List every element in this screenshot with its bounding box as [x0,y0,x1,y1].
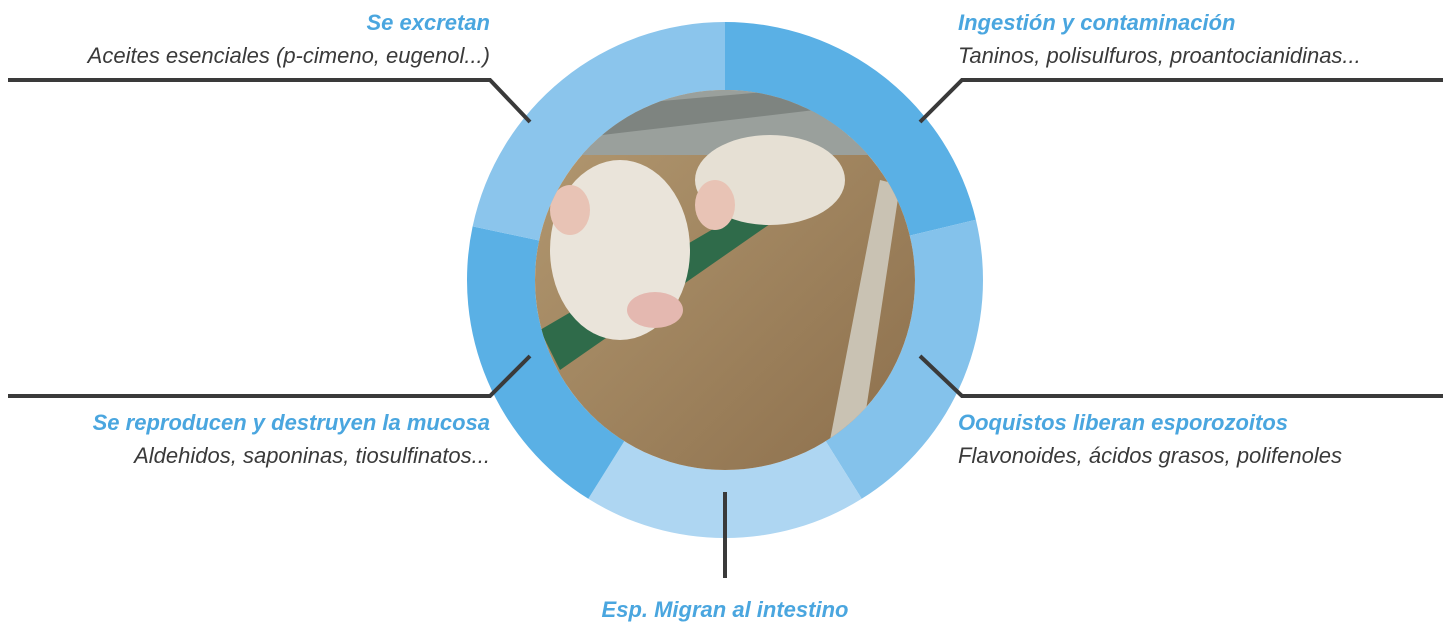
connector [8,80,530,122]
node-subtitle: Aldehidos, saponinas, tiosulfinatos... [132,443,490,468]
node-title: Se reproducen y destruyen la mucosa [93,410,490,435]
connector [8,356,530,396]
node-subtitle: Flavonoides, ácidos grasos, polifenoles [958,443,1342,468]
node-subtitle: Aceites esenciales (p-cimeno, eugenol...… [86,43,490,68]
connector [920,356,1443,396]
connector [920,80,1443,122]
node-title: Esp. Migran al intestino [602,597,849,622]
node-title: Ooquistos liberan esporozoitos [958,410,1288,435]
node-subtitle: Taninos, polisulfuros, proantocianidinas… [958,43,1361,68]
diagram: Se excretan Aceites esenciales (p-cimeno… [0,0,1451,625]
node-title: Se excretan [366,10,490,35]
node-title: Ingestión y contaminación [958,10,1235,35]
